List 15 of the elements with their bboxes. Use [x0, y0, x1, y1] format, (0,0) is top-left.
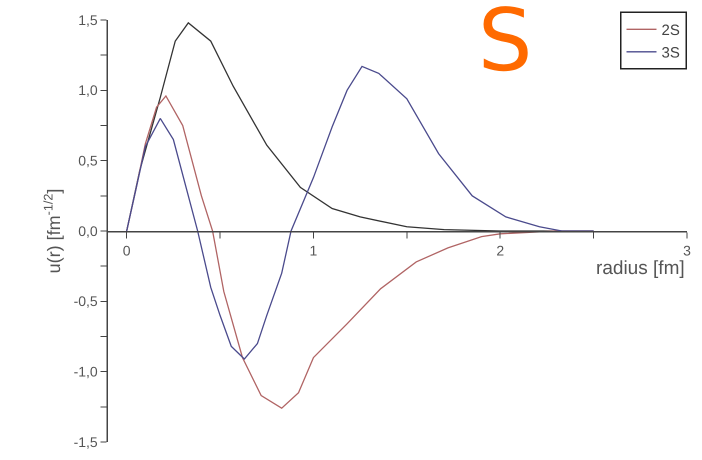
y-tick-label: 1,5 [78, 12, 98, 28]
y-tick-label: -1,5 [74, 434, 98, 450]
legend-label: 3S [662, 44, 680, 62]
y-tick-label: -0,5 [74, 293, 98, 310]
y-tick-label: 0,0 [78, 222, 98, 239]
y-tick-label: 0,5 [78, 152, 98, 169]
x-tick-label: 0 [122, 242, 131, 258]
y-tick-label: 1,0 [78, 82, 98, 98]
legend-label: 2S [662, 22, 680, 40]
x-tick-label: 3 [683, 242, 692, 258]
x-axis-title: radius [fm] [596, 258, 685, 279]
chart-title: S [478, 0, 532, 92]
x-tick-label: 2 [496, 242, 504, 258]
x-tick-label: 1 [310, 242, 318, 258]
y-tick-label: -1,0 [74, 364, 98, 380]
